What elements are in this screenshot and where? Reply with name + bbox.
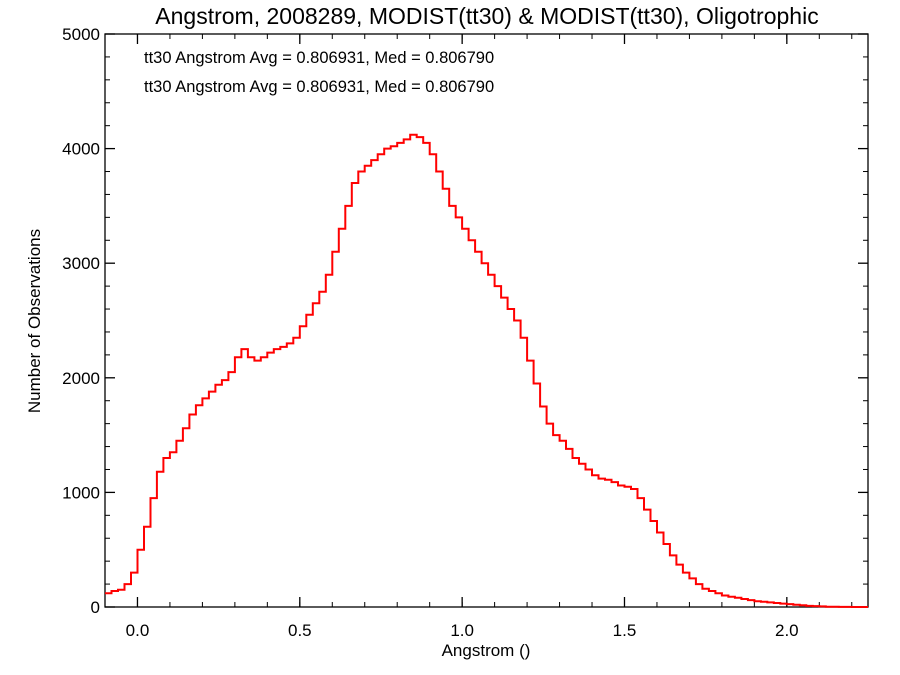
y-tick-label: 0 [91,598,100,617]
y-tick-label: 5000 [62,25,100,44]
series-line [105,133,868,608]
x-axis-title: Angstrom () [442,641,531,660]
y-tick-label: 2000 [62,369,100,388]
series-layer [105,133,868,608]
chart-title: Angstrom, 2008289, MODIST(tt30) & MODIST… [155,3,818,29]
plot-frame [104,33,869,608]
x-tick-label: 0.0 [126,621,150,640]
y-tick-label: 4000 [62,140,100,159]
annotation-black: tt30 Angstrom Avg = 0.806931, Med = 0.80… [144,49,494,67]
axes: 0.0 0.5 1.0 1.5 2.0 0 1000 2000 3000 4000 5000 [62,25,869,640]
x-tick-label: 2.0 [775,621,799,640]
y-tick-label: 3000 [62,254,100,273]
y-axis-title: Number of Observations [25,229,44,413]
x-tick-label: 0.5 [288,621,312,640]
x-tick-label: 1.0 [450,621,474,640]
x-tick-label: 1.5 [613,621,637,640]
y-tick-label: 1000 [62,483,100,502]
annotation-red: tt30 Angstrom Avg = 0.806931, Med = 0.80… [144,78,494,96]
